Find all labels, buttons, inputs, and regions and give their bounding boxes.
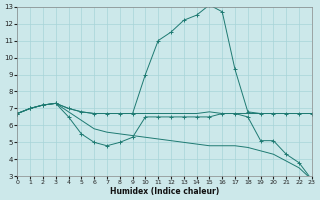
X-axis label: Humidex (Indice chaleur): Humidex (Indice chaleur)	[110, 187, 219, 196]
